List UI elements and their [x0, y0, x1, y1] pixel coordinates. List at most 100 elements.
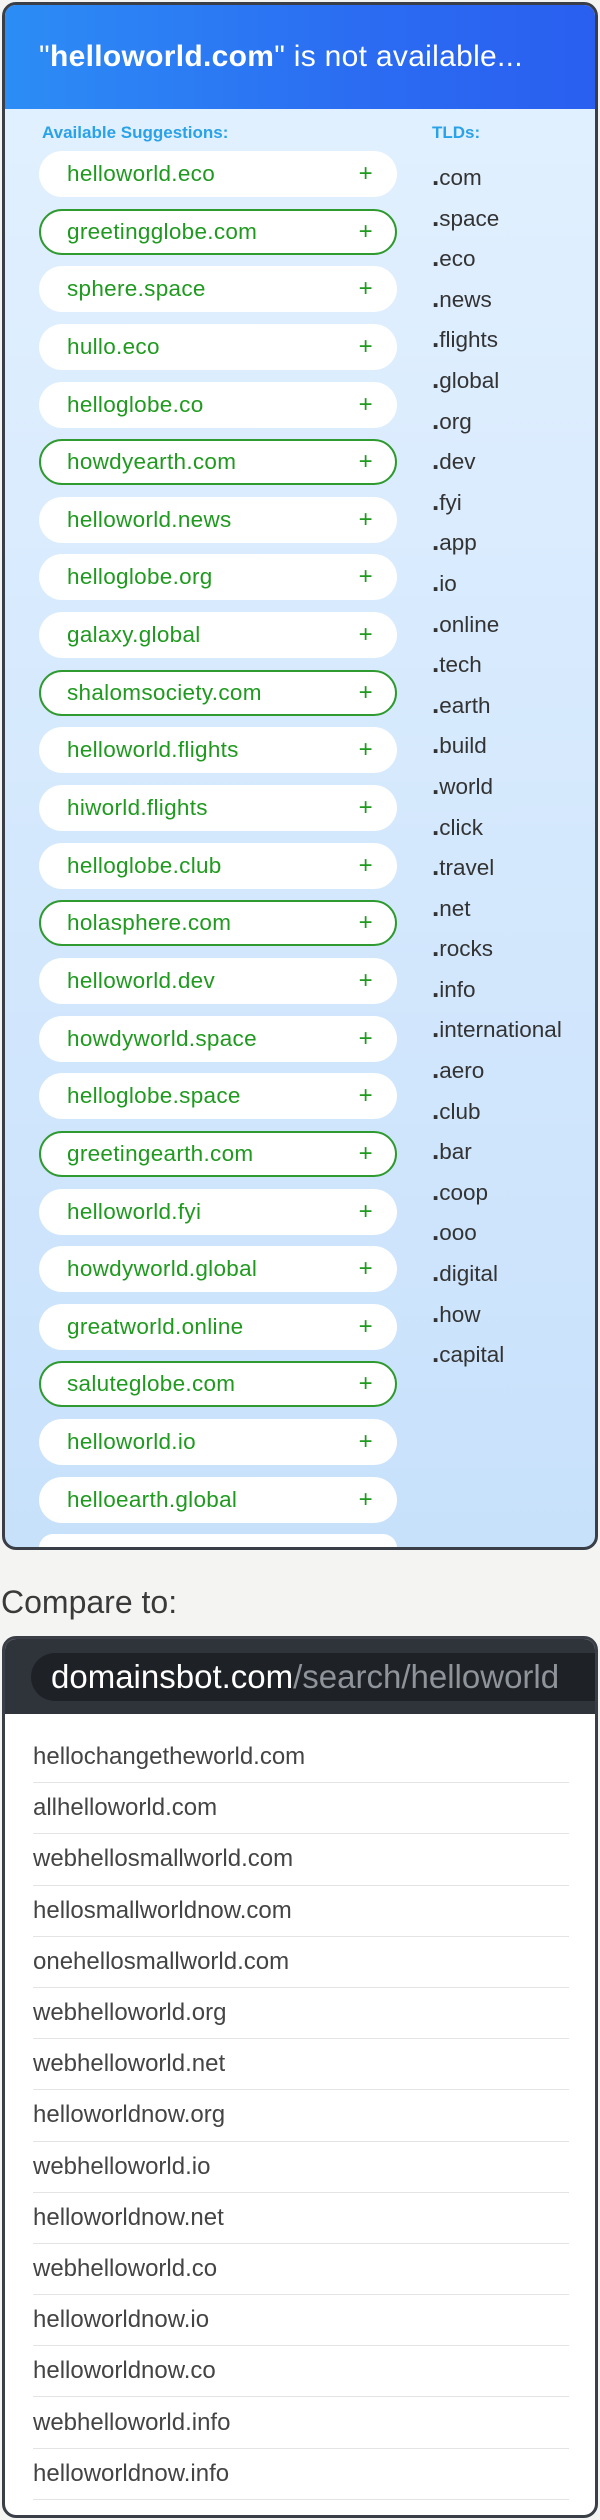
suggestion-item[interactable]: helloworld.flights + [39, 727, 397, 774]
tld-item[interactable]: .tech [432, 648, 482, 679]
tld-item[interactable]: .org [432, 404, 472, 435]
suggestion-item[interactable]: greetingglobe.com + [39, 208, 397, 255]
suggestion-item[interactable]: helloglobe.club + [39, 842, 397, 889]
tld-item[interactable]: .space [432, 201, 500, 232]
tld-item[interactable]: .world [432, 769, 494, 800]
tld-item[interactable]: .news [432, 282, 492, 313]
result-row[interactable]: allhelloworld.com [33, 1783, 569, 1835]
tld-item[interactable]: .io [432, 566, 457, 597]
add-icon[interactable]: + [358, 217, 373, 245]
suggestion-domain: galaxy.global [67, 622, 201, 648]
suggestion-item[interactable]: helloglobe.org + [39, 554, 397, 601]
add-icon[interactable]: + [358, 1485, 373, 1513]
suggestion-item[interactable]: helloglobe.space + [39, 1073, 397, 1120]
suggestion-item-partial[interactable] [39, 1534, 397, 1547]
add-icon[interactable]: + [358, 1370, 373, 1398]
result-row[interactable]: hellosmallworldnow.com [33, 1886, 569, 1937]
add-icon[interactable]: + [358, 621, 373, 649]
suggestion-item[interactable]: shalomsociety.com + [39, 669, 397, 716]
suggestion-domain: helloearth.global [67, 1486, 238, 1512]
tld-item[interactable]: .info [432, 972, 476, 1003]
add-icon[interactable]: + [358, 1082, 373, 1110]
add-icon[interactable]: + [358, 1197, 373, 1225]
tld-item[interactable]: .how [432, 1297, 481, 1328]
add-icon[interactable]: + [358, 448, 373, 476]
result-row[interactable]: helloworldnow.io [33, 2295, 569, 2347]
suggestion-item[interactable]: helloglobe.co + [39, 381, 397, 428]
tld-item[interactable]: .flights [432, 323, 499, 354]
add-icon[interactable]: + [358, 736, 373, 764]
suggestion-item[interactable]: galaxy.global + [39, 612, 397, 659]
tld-item[interactable]: .coop [432, 1175, 489, 1206]
tld-item[interactable]: .rocks [432, 932, 493, 963]
result-row[interactable]: webhelloworld.info [33, 2397, 569, 2449]
suggestion-item[interactable]: howdyworld.space + [39, 1015, 397, 1062]
suggestion-item[interactable]: greatworld.online + [39, 1303, 397, 1350]
add-icon[interactable]: + [358, 678, 373, 706]
result-row[interactable]: helloworldnow.net [33, 2193, 569, 2244]
suggestion-item[interactable]: howdyearth.com + [39, 439, 397, 486]
result-row[interactable]: webhelloworld.co [33, 2244, 569, 2296]
add-icon[interactable]: + [358, 1312, 373, 1340]
add-icon[interactable]: + [358, 966, 373, 994]
tld-item[interactable]: .global [432, 363, 500, 394]
tld-item[interactable]: .dev [432, 445, 476, 476]
url-host: domainsbot.com [51, 1658, 294, 1695]
url-bar[interactable]: domainsbot.com/search/helloworld [31, 1653, 595, 1701]
suggestion-item[interactable]: helloworld.fyi + [39, 1188, 397, 1235]
tld-item[interactable]: .com [432, 161, 482, 191]
tld-item[interactable]: .bar [432, 1135, 472, 1166]
tld-item[interactable]: .app [432, 526, 477, 557]
tld-item[interactable]: .earth [432, 688, 491, 719]
result-row[interactable]: helloworldnow.info [33, 2449, 569, 2500]
tld-item[interactable]: .digital [432, 1257, 499, 1288]
tld-item[interactable]: .online [432, 607, 500, 638]
suggestion-item[interactable]: holasphere.com + [39, 900, 397, 947]
suggestion-item[interactable]: howdyworld.global + [39, 1246, 397, 1293]
tld-item[interactable]: .travel [432, 851, 495, 882]
suggestion-item[interactable]: greetingearth.com + [39, 1130, 397, 1177]
tld-item[interactable]: .eco [432, 242, 476, 273]
add-icon[interactable]: + [358, 390, 373, 418]
add-icon[interactable]: + [358, 275, 373, 303]
suggestion-domain: helloworld.fyi [67, 1198, 202, 1224]
tld-item[interactable]: .aero [432, 1054, 485, 1085]
result-row[interactable]: webhelloworld.net [33, 2039, 569, 2091]
add-icon[interactable]: + [358, 563, 373, 591]
suggestion-item[interactable]: helloworld.news + [39, 496, 397, 543]
result-row[interactable]: webhellosmallworld.com [33, 1834, 569, 1886]
suggestion-item[interactable]: helloearth.global + [39, 1476, 397, 1523]
tld-item[interactable]: .click [432, 810, 483, 841]
add-icon[interactable]: + [358, 794, 373, 822]
suggestion-item[interactable]: helloworld.dev + [39, 957, 397, 1004]
add-icon[interactable]: + [358, 160, 373, 187]
result-row[interactable]: onehellosmallworld.com [33, 1937, 569, 1988]
result-row[interactable]: helloworldnow.org [33, 2090, 569, 2142]
add-icon[interactable]: + [358, 1255, 373, 1283]
tld-item[interactable]: .fyi [432, 485, 462, 516]
result-row[interactable]: helloworldnow.co [33, 2346, 569, 2398]
add-icon[interactable]: + [358, 1139, 373, 1167]
tld-item[interactable]: .build [432, 729, 487, 760]
suggestion-item[interactable]: helloworld.eco + [39, 151, 397, 197]
tld-item[interactable]: .capital [432, 1338, 505, 1369]
add-icon[interactable]: + [358, 1024, 373, 1052]
tld-item[interactable]: .club [432, 1094, 481, 1125]
suggestion-item[interactable]: saluteglobe.com + [39, 1361, 397, 1408]
suggestion-item[interactable]: hullo.eco + [39, 323, 397, 370]
result-row[interactable]: hellochangetheworld.com [33, 1732, 569, 1784]
suggestion-item[interactable]: sphere.space + [39, 266, 397, 313]
add-icon[interactable]: + [358, 909, 373, 937]
result-row[interactable]: webhelloworld.org [33, 1988, 569, 2040]
tld-item[interactable]: .ooo [432, 1216, 477, 1247]
tld-item[interactable]: .net [432, 891, 471, 922]
add-icon[interactable]: + [358, 851, 373, 879]
suggestion-domain: helloglobe.space [67, 1083, 241, 1109]
suggestion-item[interactable]: hiworld.flights + [39, 785, 397, 832]
tld-item[interactable]: .international [432, 1013, 562, 1044]
add-icon[interactable]: + [358, 1428, 373, 1456]
suggestion-item[interactable]: helloworld.io + [39, 1419, 397, 1466]
add-icon[interactable]: + [358, 332, 373, 360]
result-row[interactable]: webhelloworld.io [33, 2142, 569, 2193]
add-icon[interactable]: + [358, 505, 373, 533]
